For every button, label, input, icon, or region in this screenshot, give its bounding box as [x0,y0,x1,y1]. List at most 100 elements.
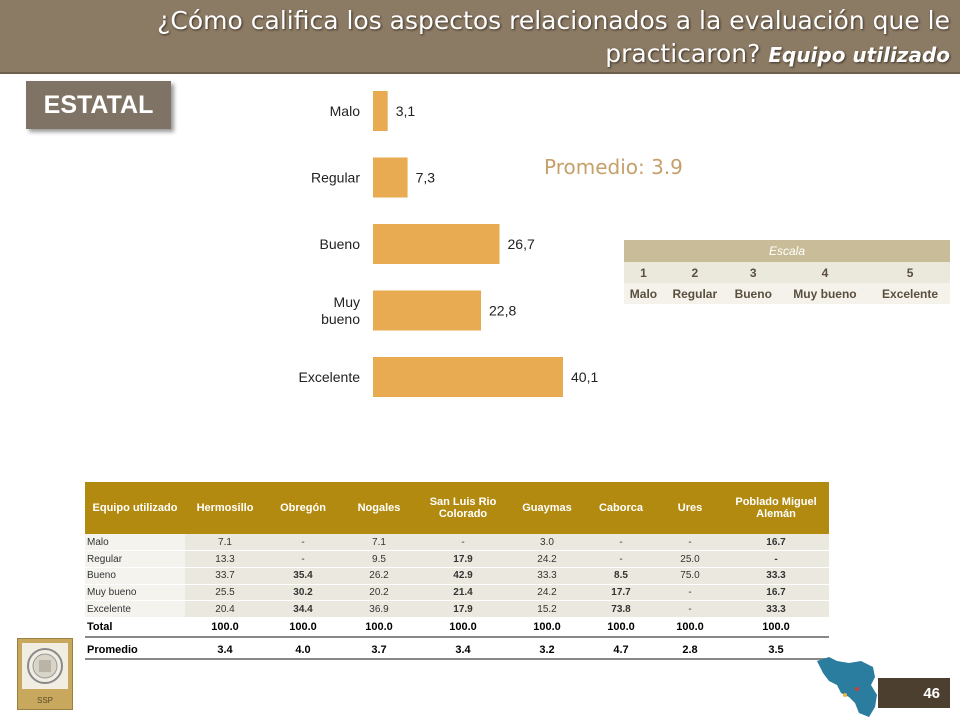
table-cell: 7.1 [185,534,265,552]
table-cell: 15.2 [509,600,585,618]
table-cell: 16.7 [723,534,829,552]
promedio-row: Promedio 3.4 4.0 3.7 3.4 3.2 4.7 2.8 3.5 [85,641,829,661]
table-cell: 33.7 [185,567,265,585]
escala-label: Regular [662,283,727,304]
escala-title: Escala [624,240,950,262]
table-cell: 3.7 [341,641,417,661]
escala-label: Excelente [870,283,950,304]
table-cell: Total [85,616,185,639]
escala-label: Malo [624,283,663,304]
data-label: 22,8 [489,303,516,319]
table-cell: Regular [85,550,185,568]
table-cell: 100.0 [185,616,265,639]
table-cell: 8.5 [585,567,657,585]
table-cell: 3.4 [417,641,509,661]
table-header: Hermosillo [185,482,265,534]
table-cell: Promedio [85,641,185,661]
table-cell: - [657,600,723,618]
escala-number: 4 [779,262,871,283]
bar-malo [373,91,388,131]
table-cell: Muy bueno [85,584,185,602]
category-label: Malo [330,103,361,119]
table-row: Excelente 20.4 34.4 36.9 17.9 15.2 73.8 … [85,600,829,618]
data-table: Equipo utilizado Hermosillo Obregón Noga… [85,482,829,661]
table-cell: 100.0 [341,616,417,639]
table-header: Obregón [265,482,341,534]
subtitle-text: Equipo utilizado [768,43,950,67]
bar-excelente [373,357,563,397]
category-label: Regular [311,170,360,186]
table-cell: - [417,534,509,552]
table-cell: 4.0 [265,641,341,661]
table-cell: 33.3 [723,600,829,618]
table-cell: - [265,534,341,552]
table-cell: 25.0 [657,550,723,568]
data-label: 7,3 [416,170,436,186]
seal-icon [22,643,68,689]
table-cell: 16.7 [723,584,829,602]
table-cell: 33.3 [723,567,829,585]
table-cell: 7.1 [341,534,417,552]
escala-label: Bueno [726,283,780,304]
total-row: Total 100.0 100.0 100.0 100.0 100.0 100.… [85,616,829,639]
table-header: Caborca [585,482,657,534]
table-cell: 100.0 [417,616,509,639]
table-cell: 3.0 [509,534,585,552]
table-cell: Bueno [85,567,185,585]
table-cell: - [723,550,829,568]
table-cell: 9.5 [341,550,417,568]
table-cell: 100.0 [657,616,723,639]
table-row: Muy bueno 25.5 30.2 20.2 21.4 24.2 17.7 … [85,584,829,602]
table-header: Nogales [341,482,417,534]
data-label: 40,1 [571,369,598,385]
table-cell: Malo [85,534,185,552]
table-cell: - [657,584,723,602]
table-cell: 75.0 [657,567,723,585]
table-cell: 100.0 [509,616,585,639]
escala-label: Muy bueno [779,283,871,304]
table-cell: 17.7 [585,584,657,602]
category-label: Muy [334,294,360,310]
table-cell: 30.2 [265,584,341,602]
table-header: San Luis Rio Colorado [417,482,509,534]
table-cell: - [585,534,657,552]
table-cell: 36.9 [341,600,417,618]
page-title: ¿Cómo califica los aspectos relacionados… [50,4,950,72]
table-cell: 42.9 [417,567,509,585]
table-cell: 3.5 [723,641,829,661]
table-cell: 25.5 [185,584,265,602]
bar-muy-bueno [373,290,482,331]
category-label: bueno [321,311,360,327]
header-bar: ¿Cómo califica los aspectos relacionados… [0,0,960,74]
table-cell: 24.2 [509,550,585,568]
title-text: ¿Cómo califica los aspectos relacionados… [157,6,950,68]
escala-table: Escala 1 2 3 4 5 Malo Regular Bueno Muy … [624,240,950,304]
bar-chart: 3,1 Malo 7,3 Regular 26,7 Bueno 22,8 Muy bueno 40… [260,80,660,410]
table-cell: 4.7 [585,641,657,661]
table-cell: 2.8 [657,641,723,661]
escala-number: 1 [624,262,663,283]
table-cell: 100.0 [265,616,341,639]
table-cell: 3.4 [185,641,265,661]
table-cell: - [265,550,341,568]
table-cell: 100.0 [585,616,657,639]
table-cell: 3.2 [509,641,585,661]
escala-number: 2 [662,262,727,283]
estatal-badge: ESTATAL [26,81,171,129]
table-cell: - [657,534,723,552]
table-header: Poblado Miguel Alemán [723,482,829,534]
table-header: Guaymas [509,482,585,534]
table-cell: Excelente [85,600,185,618]
table-cell: 21.4 [417,584,509,602]
table-cell: 73.8 [585,600,657,618]
bar-regular [373,157,408,198]
table-cell: 100.0 [723,616,829,639]
bar-bueno [373,224,500,264]
table-cell: 24.2 [509,584,585,602]
logo-text: SSP [36,696,53,705]
table-cell: 17.9 [417,550,509,568]
table-cell: 33.3 [509,567,585,585]
table-cell: 13.3 [185,550,265,568]
table-cell: 20.2 [341,584,417,602]
